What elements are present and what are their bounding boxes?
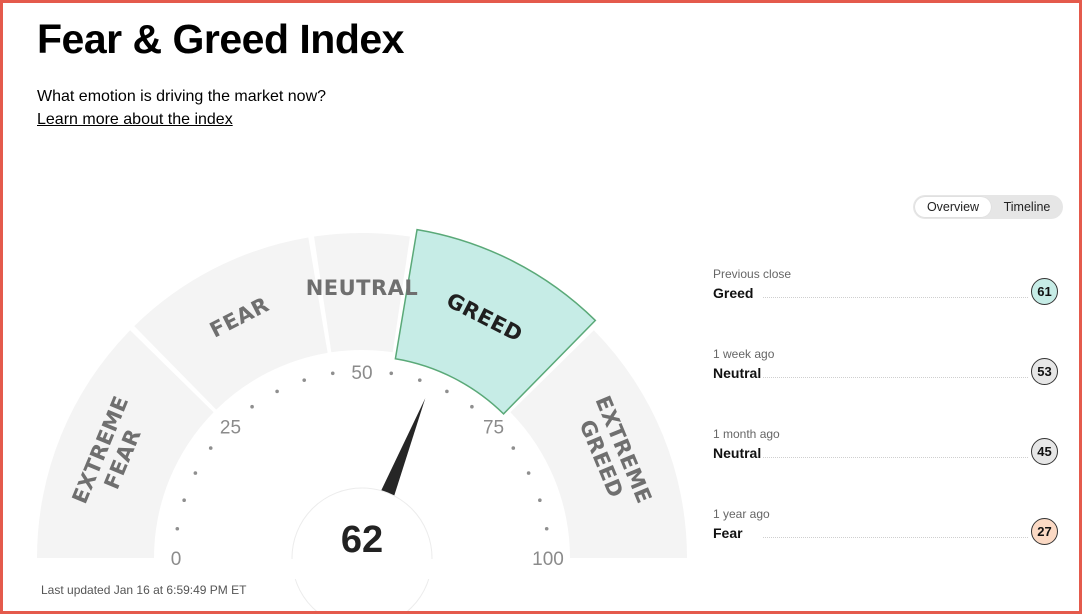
- gauge-scale-label: 75: [483, 417, 504, 438]
- history-rating: Neutral: [713, 365, 762, 381]
- gauge-score-hub: [291, 487, 433, 614]
- gauge-tick-dot: [302, 378, 307, 382]
- gauge-zone-fear: [134, 237, 328, 410]
- history-rating: Neutral: [713, 445, 762, 461]
- gauge-tick-dot: [182, 498, 186, 503]
- gauge-scale-label: 50: [351, 363, 372, 384]
- history-period: 1 week ago: [713, 347, 775, 361]
- history-period: Previous close: [713, 267, 792, 281]
- gauge-zone-greed: [394, 228, 597, 415]
- history-row-1-month-ago: 1 month ago Neutral 45: [713, 427, 1058, 467]
- timeline-tab[interactable]: Timeline: [1003, 200, 1051, 214]
- gauge-tick-dot: [250, 404, 254, 409]
- gauge-tick-dot: [544, 526, 549, 531]
- gauge-scale-label: 0: [171, 549, 182, 570]
- dotted-divider: [763, 537, 1028, 538]
- gauge-zone-neutral: [314, 232, 410, 353]
- page-subtitle: What emotion is driving the market now?: [37, 88, 327, 105]
- history-row-1-week-ago: 1 week ago Neutral 53: [713, 347, 1058, 387]
- gauge-tick-dot: [417, 378, 422, 382]
- gauge-scale-label: 25: [220, 417, 241, 438]
- learn-more-link[interactable]: Learn more about the index: [37, 111, 233, 128]
- dotted-divider: [763, 457, 1028, 458]
- overview-tab[interactable]: Overview: [915, 197, 991, 217]
- history-score-badge: 27: [1031, 518, 1058, 545]
- gauge-needle: [381, 398, 426, 496]
- history-period: 1 month ago: [713, 427, 780, 441]
- gauge-scale-label: 100: [532, 549, 564, 570]
- gauge-hub-mask: [282, 559, 442, 579]
- last-updated: Last updated Jan 16 at 6:59:49 PM ET: [41, 583, 247, 597]
- history-rating: Fear: [713, 525, 743, 541]
- gauge-tick-dot: [175, 526, 180, 531]
- dotted-divider: [763, 377, 1028, 378]
- history-rating: Greed: [713, 285, 754, 301]
- history-row-1-year-ago: 1 year ago Fear 27: [713, 507, 1058, 547]
- page-title: Fear & Greed Index: [37, 16, 404, 62]
- gauge-zone-extreme-greed: [510, 330, 687, 558]
- history-score-badge: 45: [1031, 438, 1058, 465]
- history-score-badge: 61: [1031, 278, 1058, 305]
- gauge-zone-extreme-fear: [37, 330, 214, 558]
- gauge-tick-dot: [445, 389, 449, 394]
- gauge-tick-dot: [389, 371, 394, 376]
- history-period: 1 year ago: [713, 507, 770, 521]
- dotted-divider: [763, 297, 1028, 298]
- gauge-tick-dot: [526, 471, 531, 475]
- history-score-badge: 53: [1031, 358, 1058, 385]
- gauge-zone-label: NEUTRAL: [306, 276, 419, 300]
- gauge-tick-dot: [330, 371, 335, 376]
- gauge-score-value: 62: [341, 519, 383, 561]
- gauge-tick-dot: [208, 446, 213, 450]
- gauge-tick-dot: [511, 446, 516, 450]
- gauge-tick-dot: [470, 404, 474, 409]
- gauge-tick-dot: [275, 389, 279, 394]
- gauge-tick-dot: [538, 498, 542, 503]
- view-toggle: Overview Timeline: [913, 195, 1063, 219]
- history-row-previous-close: Previous close Greed 61: [713, 267, 1058, 307]
- gauge-tick-dot: [193, 471, 198, 475]
